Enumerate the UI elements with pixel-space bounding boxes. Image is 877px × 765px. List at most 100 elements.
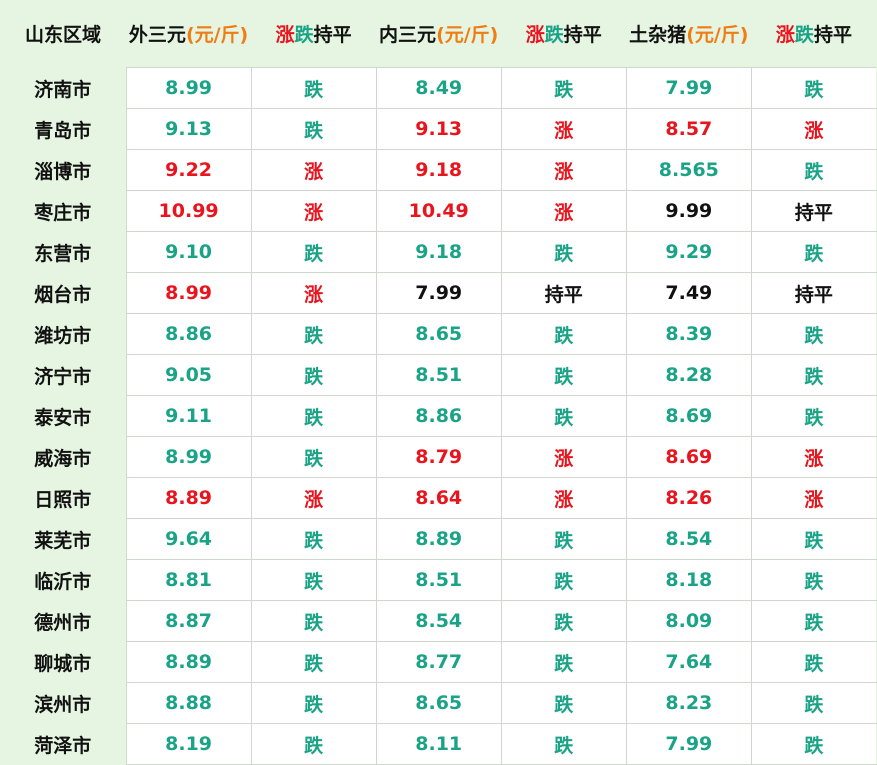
waisan-trend-cell: 跌 (250, 67, 377, 109)
waisan-price-cell: 8.87 (125, 600, 252, 642)
tuza-price-cell: 8.54 (625, 518, 752, 560)
neisan-trend-cell: 跌 (500, 723, 627, 765)
waisan-trend-cell: 跌 (250, 354, 377, 396)
neisan-price-cell: 10.49 (375, 190, 502, 232)
waisan-trend-cell: 涨 (250, 149, 377, 191)
waisan-trend-cell: 跌 (250, 682, 377, 724)
neisan-price-cell: 9.18 (375, 231, 502, 273)
neisan-price-cell: 8.77 (375, 641, 502, 683)
header-tuza-unit: (元/斤) (686, 24, 749, 46)
tuza-trend-cell: 跌 (750, 682, 877, 724)
table-row: 临沂市 8.81 跌 8.51 跌 8.18 跌 (0, 559, 877, 601)
neisan-trend-cell: 跌 (500, 354, 627, 396)
region-cell: 济宁市 (0, 354, 127, 396)
waisan-price-cell: 8.86 (125, 313, 252, 355)
waisan-trend-cell: 涨 (250, 477, 377, 519)
neisan-trend-cell: 跌 (500, 559, 627, 601)
waisan-price-cell: 8.99 (125, 67, 252, 109)
waisan-price-cell: 8.89 (125, 477, 252, 519)
header-down-word: 跌 (544, 24, 564, 46)
region-cell: 烟台市 (0, 272, 127, 314)
region-cell: 日照市 (0, 477, 127, 519)
waisan-price-cell: 9.05 (125, 354, 252, 396)
neisan-price-cell: 8.86 (375, 395, 502, 437)
table-row: 威海市 8.99 跌 8.79 涨 8.69 涨 (0, 436, 877, 478)
tuza-trend-cell: 跌 (750, 600, 877, 642)
region-cell: 德州市 (0, 600, 127, 642)
tuza-price-cell: 8.39 (625, 313, 752, 355)
header-flat-word: 持平 (813, 24, 852, 46)
header-waisan-price: 外三元(元/斤) (126, 0, 252, 68)
header-neisan-price: 内三元(元/斤) (376, 0, 502, 68)
tuza-price-cell: 9.99 (625, 190, 752, 232)
tuza-trend-cell: 跌 (750, 149, 877, 191)
waisan-price-cell: 10.99 (125, 190, 252, 232)
neisan-price-cell: 8.79 (375, 436, 502, 478)
table-row: 日照市 8.89 涨 8.64 涨 8.26 涨 (0, 477, 877, 519)
tuza-trend-cell: 涨 (750, 108, 877, 150)
tuza-trend-cell: 跌 (750, 395, 877, 437)
header-neisan-label: 内三元 (379, 24, 437, 46)
waisan-trend-cell: 跌 (250, 559, 377, 601)
table-row: 莱芜市 9.64 跌 8.89 跌 8.54 跌 (0, 518, 877, 560)
table-row: 烟台市 8.99 涨 7.99 持平 7.49 持平 (0, 272, 877, 314)
waisan-price-cell: 9.10 (125, 231, 252, 273)
header-neisan-trend: 涨跌持平 (501, 0, 627, 68)
tuza-trend-cell: 跌 (750, 354, 877, 396)
tuza-trend-cell: 跌 (750, 67, 877, 109)
header-flat-word: 持平 (313, 24, 352, 46)
table-row: 济宁市 9.05 跌 8.51 跌 8.28 跌 (0, 354, 877, 396)
neisan-price-cell: 9.13 (375, 108, 502, 150)
waisan-price-cell: 9.64 (125, 518, 252, 560)
header-region: 山东区域 (0, 0, 127, 68)
neisan-price-cell: 8.51 (375, 354, 502, 396)
tuza-price-cell: 7.99 (625, 723, 752, 765)
region-cell: 青岛市 (0, 108, 127, 150)
tuza-price-cell: 8.26 (625, 477, 752, 519)
tuza-price-cell: 8.57 (625, 108, 752, 150)
table-row: 枣庄市 10.99 涨 10.49 涨 9.99 持平 (0, 190, 877, 232)
waisan-trend-cell: 跌 (250, 313, 377, 355)
tuza-price-cell: 9.29 (625, 231, 752, 273)
tuza-trend-cell: 涨 (750, 436, 877, 478)
tuza-trend-cell: 跌 (750, 723, 877, 765)
tuza-price-cell: 7.64 (625, 641, 752, 683)
table-row: 青岛市 9.13 跌 9.13 涨 8.57 涨 (0, 108, 877, 150)
neisan-trend-cell: 跌 (500, 67, 627, 109)
region-cell: 威海市 (0, 436, 127, 478)
waisan-trend-cell: 跌 (250, 518, 377, 560)
waisan-price-cell: 8.81 (125, 559, 252, 601)
neisan-trend-cell: 跌 (500, 395, 627, 437)
header-tuza-trend: 涨跌持平 (751, 0, 877, 68)
table-row: 滨州市 8.88 跌 8.65 跌 8.23 跌 (0, 682, 877, 724)
header-waisan-label: 外三元 (128, 24, 186, 46)
waisan-price-cell: 8.88 (125, 682, 252, 724)
waisan-trend-cell: 跌 (250, 395, 377, 437)
header-tuza-label: 土杂猪 (629, 24, 687, 46)
waisan-trend-cell: 跌 (250, 108, 377, 150)
table-row: 菏泽市 8.19 跌 8.11 跌 7.99 跌 (0, 723, 877, 765)
table-row: 济南市 8.99 跌 8.49 跌 7.99 跌 (0, 67, 877, 109)
tuza-trend-cell: 跌 (750, 231, 877, 273)
region-cell: 聊城市 (0, 641, 127, 683)
header-row: 山东区域 外三元(元/斤) 涨跌持平 内三元(元/斤) 涨跌持平 土杂猪(元/斤… (0, 0, 877, 68)
neisan-price-cell: 8.65 (375, 313, 502, 355)
neisan-price-cell: 7.99 (375, 272, 502, 314)
neisan-price-cell: 8.54 (375, 600, 502, 642)
tuza-price-cell: 8.69 (625, 436, 752, 478)
waisan-trend-cell: 涨 (250, 272, 377, 314)
table-row: 泰安市 9.11 跌 8.86 跌 8.69 跌 (0, 395, 877, 437)
region-cell: 枣庄市 (0, 190, 127, 232)
neisan-price-cell: 8.64 (375, 477, 502, 519)
table-row: 淄博市 9.22 涨 9.18 涨 8.565 跌 (0, 149, 877, 191)
region-cell: 滨州市 (0, 682, 127, 724)
waisan-price-cell: 9.22 (125, 149, 252, 191)
tuza-price-cell: 8.28 (625, 354, 752, 396)
table-row: 潍坊市 8.86 跌 8.65 跌 8.39 跌 (0, 313, 877, 355)
neisan-price-cell: 8.51 (375, 559, 502, 601)
neisan-trend-cell: 持平 (500, 272, 627, 314)
waisan-price-cell: 8.19 (125, 723, 252, 765)
table-row: 东营市 9.10 跌 9.18 跌 9.29 跌 (0, 231, 877, 273)
neisan-trend-cell: 涨 (500, 190, 627, 232)
